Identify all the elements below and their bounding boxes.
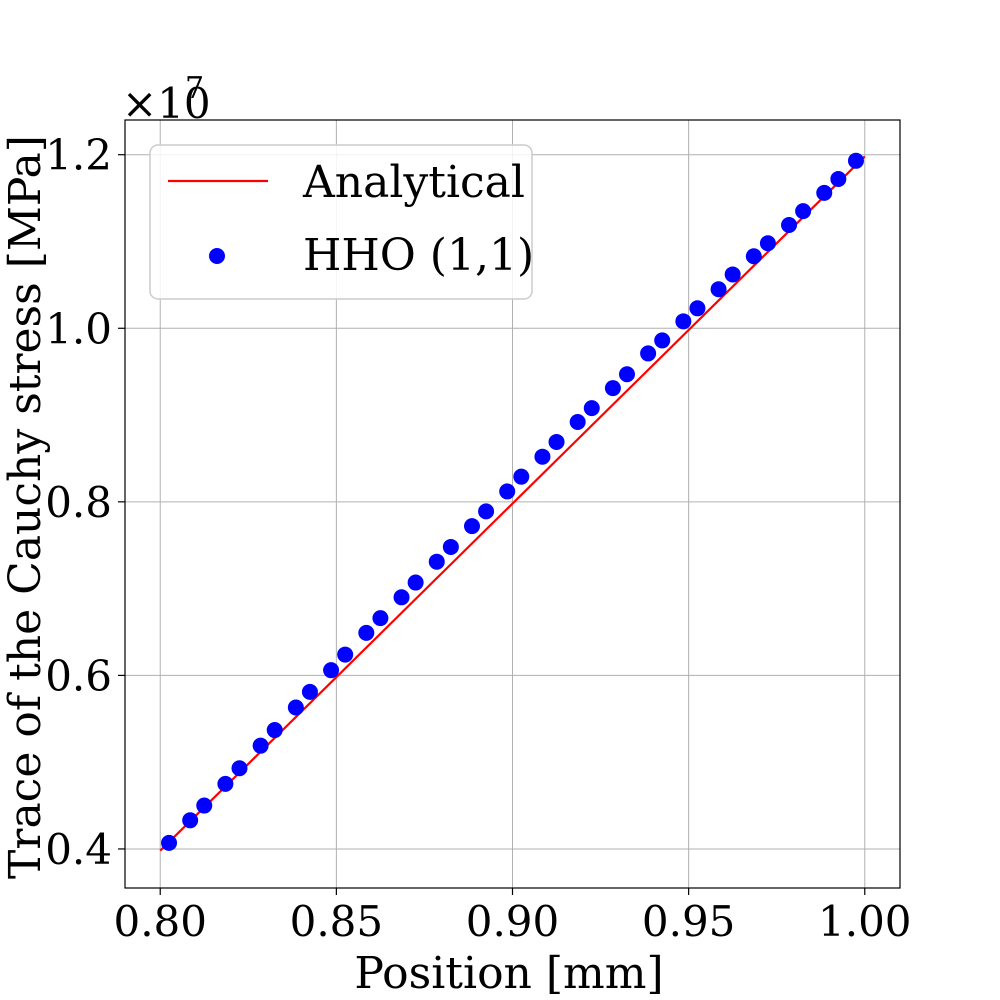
hho-point — [654, 332, 671, 349]
y-tick-label: 1.0 — [45, 304, 112, 353]
hho-point — [795, 203, 812, 220]
hho-point — [358, 624, 375, 641]
hho-point — [583, 400, 600, 417]
hho-point — [407, 574, 424, 591]
y-multiplier-label: ×10 — [122, 79, 211, 128]
hho-point — [266, 722, 283, 739]
hho-point — [478, 503, 495, 520]
hho-point — [323, 662, 340, 679]
hho-point — [217, 775, 234, 792]
x-tick-label: 1.00 — [818, 897, 912, 946]
x-tick-label: 0.85 — [290, 897, 384, 946]
hho-point — [231, 760, 248, 777]
hho-point — [196, 797, 213, 814]
hho-point — [337, 646, 354, 663]
hho-point — [513, 468, 530, 485]
hho-point — [830, 171, 847, 188]
legend-label-hho: HHO (1,1) — [303, 230, 534, 281]
x-tick-label: 0.90 — [466, 897, 560, 946]
legend-label-analytical: Analytical — [302, 157, 525, 208]
hho-point — [675, 313, 692, 330]
hho-point — [618, 366, 635, 383]
hho-point — [534, 448, 551, 465]
hho-point — [604, 380, 621, 397]
y-tick-label: 0.6 — [45, 651, 112, 700]
legend-box — [149, 144, 533, 300]
legend: Analytical HHO (1,1) — [149, 144, 534, 300]
hho-point — [301, 683, 318, 700]
hho-point — [548, 433, 565, 450]
x-tick-label: 0.95 — [642, 897, 736, 946]
y-multiplier-exponent: 7 — [185, 71, 204, 106]
hho-point — [463, 518, 480, 535]
hho-point — [499, 483, 516, 500]
hho-point — [724, 266, 741, 283]
hho-point — [442, 538, 459, 555]
hho-point — [816, 184, 833, 201]
x-tick-label: 0.80 — [113, 897, 207, 946]
plot-series — [159, 152, 866, 852]
y-tick-label: 0.4 — [45, 825, 112, 874]
hho-point — [161, 834, 178, 851]
hho-point — [287, 699, 304, 716]
x-axis-title: Position [mm] — [354, 948, 663, 999]
hho-point — [847, 152, 864, 169]
hho-point — [569, 413, 586, 430]
legend-swatch-hho — [209, 248, 225, 264]
y-axis-title: Trace of the Cauchy stress [MPa] — [0, 135, 51, 879]
hho-point — [759, 235, 776, 252]
hho-point — [640, 345, 657, 362]
hho-point — [182, 812, 199, 829]
hho-point — [781, 217, 798, 234]
hho-point — [252, 737, 269, 754]
hho-point — [710, 281, 727, 298]
hho-point — [745, 248, 762, 265]
y-tick-label: 1.2 — [45, 131, 112, 180]
hho-point — [372, 610, 389, 627]
hho-point — [393, 589, 410, 606]
y-tick-label: 0.8 — [45, 478, 112, 527]
hho-point — [428, 553, 445, 570]
y-multiplier: ×10 7 — [122, 71, 211, 128]
axis-ticks: 0.80 0.85 0.90 0.95 1.00 0.4 0.6 0.8 1.0 1.2 — [45, 131, 911, 946]
hho-point — [689, 300, 706, 317]
